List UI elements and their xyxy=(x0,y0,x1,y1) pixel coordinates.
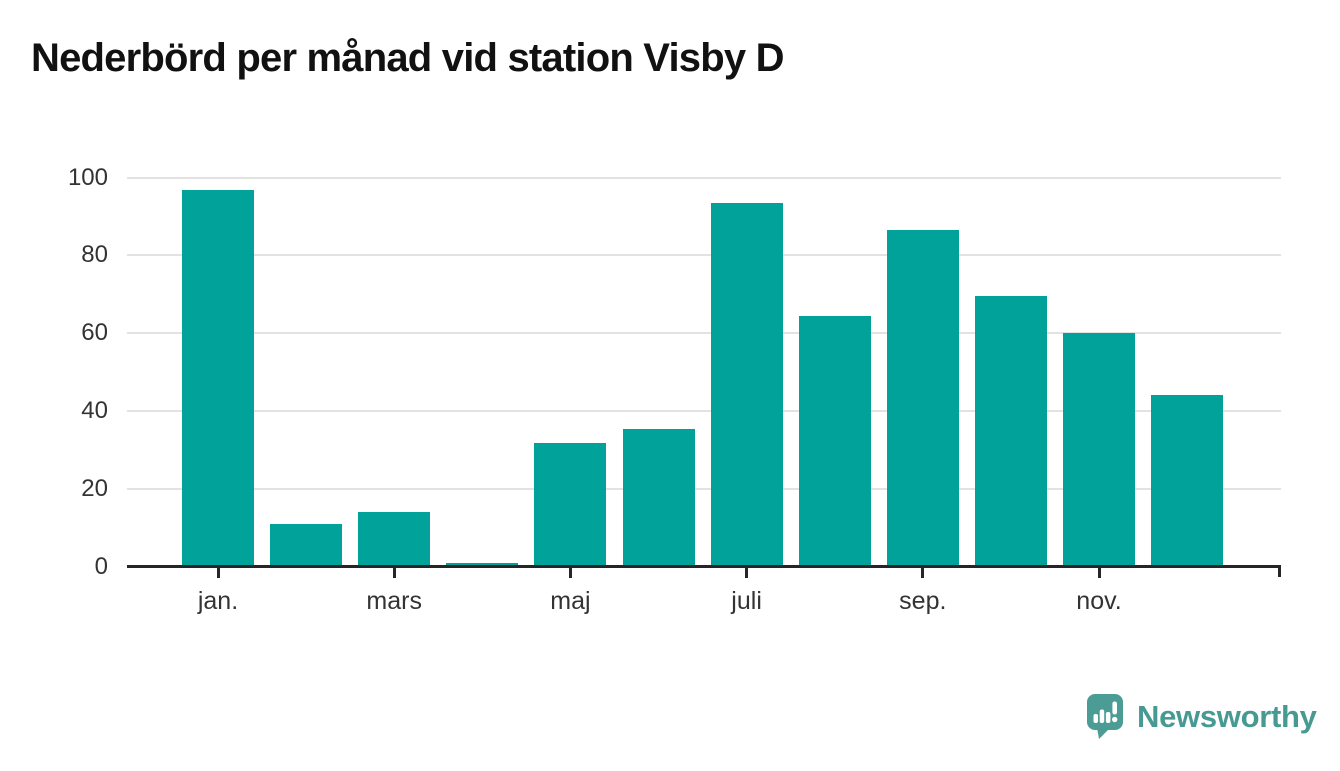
gridline-100 xyxy=(127,176,1281,179)
bar-month-1 xyxy=(182,189,254,568)
x-tick-sep. xyxy=(921,567,925,578)
bar-month-11 xyxy=(1063,332,1135,568)
gridline-40 xyxy=(127,409,1281,412)
y-tick-label: 80 xyxy=(81,241,108,269)
newsworthy-wordmark: Newsworthy xyxy=(1137,699,1317,734)
gridline-80 xyxy=(127,254,1281,257)
x-axis-line xyxy=(127,564,1281,568)
y-tick-label: 40 xyxy=(81,396,108,424)
x-tick-maj xyxy=(568,567,572,578)
gridline-60 xyxy=(127,332,1281,335)
newsworthy-logo: Newsworthy xyxy=(1087,694,1317,740)
x-tick-label: nov. xyxy=(1076,587,1122,615)
gridline-20 xyxy=(127,487,1281,490)
y-tick-label: 0 xyxy=(94,552,108,580)
x-tick-juli xyxy=(745,567,749,578)
x-tick-label: maj xyxy=(550,587,591,615)
bar-month-5 xyxy=(534,443,607,568)
x-tick-label: juli xyxy=(731,587,762,615)
x-tick-mars xyxy=(392,567,396,578)
y-tick-label: 100 xyxy=(67,163,108,191)
bar-month-6 xyxy=(622,428,695,568)
bar-month-8 xyxy=(798,315,871,568)
x-tick-jan. xyxy=(216,567,220,578)
bar-month-12 xyxy=(1151,394,1224,568)
y-tick-label: 60 xyxy=(81,319,108,347)
bar-month-9 xyxy=(886,230,959,568)
y-tick-label: 20 xyxy=(81,474,108,502)
bar-month-7 xyxy=(710,202,783,568)
bar-month-10 xyxy=(974,295,1047,568)
x-tick-label: mars xyxy=(366,587,422,615)
chart-title: Nederbörd per månad vid station Visby D xyxy=(31,36,784,80)
x-tick-nov. xyxy=(1097,567,1101,578)
newsworthy-speech-bubble-barchart-icon xyxy=(1087,694,1123,739)
x-tick-label: sep. xyxy=(899,587,947,615)
x-tick-label: jan. xyxy=(197,587,239,615)
bar-month-2 xyxy=(270,524,343,568)
x-axis-end-tick xyxy=(1278,564,1281,577)
bar-month-3 xyxy=(358,512,431,568)
